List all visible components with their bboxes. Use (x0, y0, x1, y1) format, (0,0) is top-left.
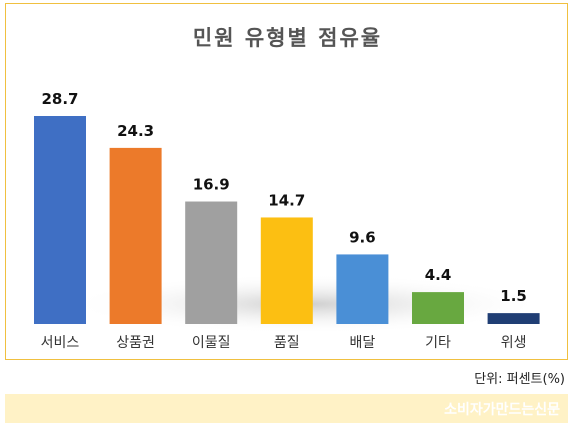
value-label-이물질: 16.9 (193, 176, 230, 194)
bar-서비스 (34, 116, 86, 324)
value-label-서비스: 28.7 (41, 90, 78, 108)
category-label-상품권: 상품권 (116, 335, 155, 351)
footer-bar: 소비자가만드는신문 (5, 394, 568, 423)
bar-기타 (412, 292, 464, 324)
category-label-이물질: 이물질 (192, 335, 231, 351)
value-label-배달: 9.6 (349, 228, 376, 246)
bar-배달 (336, 254, 389, 324)
chart-title: 민원 유형별 점유율 (192, 26, 383, 50)
category-label-기타: 기타 (425, 335, 451, 351)
chart-frame: 민원 유형별 점유율 28.7 서비스 24.3 상품권 16.9 이물질 14.7 품질 9.… (5, 3, 568, 360)
watermark-text: 소비자가만드는신문 (444, 402, 560, 418)
bar-이물질 (185, 201, 238, 324)
bar-상품권 (109, 147, 162, 324)
bar-위생 (487, 313, 540, 324)
category-label-서비스: 서비스 (41, 335, 80, 351)
value-label-위생: 1.5 (500, 287, 527, 305)
value-label-상품권: 24.3 (117, 122, 154, 140)
value-label-품질: 14.7 (268, 191, 305, 209)
bar-chart: 28.7 서비스 24.3 상품권 16.9 이물질 14.7 품질 9.6 배달 4.4 기타 1.5… (34, 90, 546, 351)
category-label-배달: 배달 (350, 335, 376, 351)
category-label-위생: 위생 (501, 335, 527, 351)
unit-label: 단위: 퍼센트(%) (474, 372, 565, 387)
category-label-품질: 품질 (274, 335, 300, 351)
value-label-기타: 4.4 (425, 266, 452, 284)
bar-품질 (260, 217, 313, 324)
